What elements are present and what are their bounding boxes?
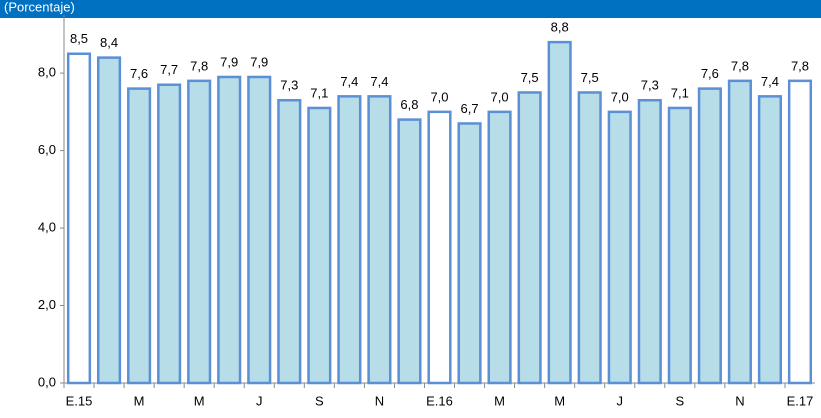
value-label: 7,7 [160, 62, 178, 77]
bar [697, 87, 722, 385]
bar [577, 91, 602, 385]
value-label: 6,8 [400, 97, 418, 112]
header-band [0, 0, 821, 18]
bar [487, 110, 512, 385]
bar [217, 75, 242, 385]
x-tick-label: E.15 [66, 393, 93, 408]
value-label: 7,8 [791, 58, 809, 73]
value-label: 7,9 [220, 54, 238, 69]
value-label: 7,0 [491, 89, 509, 104]
x-tick-label: M [554, 393, 565, 408]
y-tick-label: 8,0 [38, 65, 56, 80]
value-label: 7,6 [701, 66, 719, 81]
bar [277, 98, 302, 385]
bar [247, 75, 272, 385]
value-label: 7,1 [671, 85, 689, 100]
bar [427, 110, 452, 385]
value-label: 7,9 [250, 54, 268, 69]
bar [667, 106, 692, 385]
value-label: 6,7 [461, 101, 479, 116]
value-label: 8,5 [70, 31, 88, 46]
value-label: 8,4 [100, 35, 118, 50]
x-tick-label: E.17 [787, 393, 814, 408]
x-tick-label: M [494, 393, 505, 408]
y-tick-label: 0,0 [38, 374, 56, 389]
bar [337, 95, 362, 385]
bar [457, 122, 482, 385]
value-label: 7,4 [761, 74, 779, 89]
value-label: 7,8 [190, 58, 208, 73]
chart-title: (Porcentaje) [4, 0, 75, 14]
value-label: 7,1 [310, 85, 328, 100]
x-tick-label: N [735, 393, 744, 408]
value-label: 7,5 [521, 70, 539, 85]
value-label: 7,0 [611, 89, 629, 104]
y-tick-label: 6,0 [38, 142, 56, 157]
bar [367, 95, 392, 385]
bar [757, 95, 783, 385]
y-tick-label: 4,0 [38, 219, 56, 234]
value-label: 7,8 [731, 58, 749, 73]
bar [127, 87, 152, 385]
x-tick-label: M [134, 393, 145, 408]
bar [517, 91, 542, 385]
value-label: 7,3 [280, 78, 298, 93]
value-label: 7,4 [370, 74, 388, 89]
bar [66, 52, 92, 385]
y-tick-label: 2,0 [38, 297, 56, 312]
value-label: 7,6 [130, 66, 148, 81]
x-tick-label: J [616, 393, 623, 408]
value-label: 7,3 [641, 78, 659, 93]
bar [307, 106, 332, 385]
bar [397, 118, 422, 385]
bar [157, 83, 182, 385]
bar [547, 40, 572, 385]
value-label: 7,5 [581, 70, 599, 85]
bar [96, 56, 122, 385]
bar [637, 98, 662, 385]
x-tick-label: M [194, 393, 205, 408]
value-label: 8,8 [551, 20, 569, 35]
bar [787, 79, 813, 385]
x-tick-label: N [375, 393, 384, 408]
x-tick-label: S [675, 393, 684, 408]
x-tick-label: E.16 [426, 393, 453, 408]
value-label: 7,4 [340, 74, 358, 89]
value-label: 7,0 [430, 89, 448, 104]
x-tick-label: J [256, 393, 263, 408]
x-tick-label: S [315, 393, 324, 408]
bar [727, 79, 752, 385]
bar [187, 79, 212, 385]
bar [607, 110, 632, 385]
